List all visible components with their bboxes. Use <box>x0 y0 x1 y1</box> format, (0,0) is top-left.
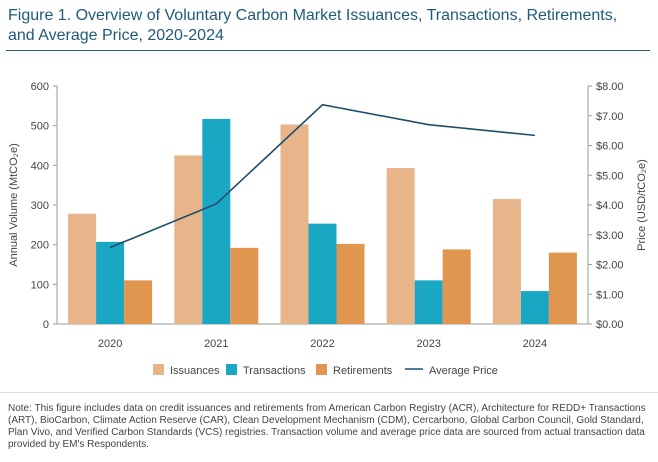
bar-transactions <box>308 223 337 324</box>
figure-note: Note: This figure includes data on credi… <box>8 403 646 450</box>
legend-label: Average Price <box>429 365 498 377</box>
left-tick-label: 100 <box>31 279 49 291</box>
left-tick-label: 400 <box>31 160 49 172</box>
bar-issuances <box>280 124 309 324</box>
bar-issuances <box>174 155 203 324</box>
right-tick-label: $7.00 <box>596 111 624 123</box>
left-tick-label: 500 <box>31 121 49 133</box>
legend-label: Transactions <box>243 365 306 377</box>
figure-title: Figure 1. Overview of Voluntary Carbon M… <box>8 7 618 44</box>
left-tick-label: 300 <box>31 200 49 212</box>
right-axis-title: Price (USD/tCO₂e) <box>636 159 648 251</box>
left-tick-label: 200 <box>31 240 49 252</box>
bar-retirements <box>124 280 153 324</box>
x-tick-label: 2023 <box>416 338 440 350</box>
bar-retirements <box>442 249 471 324</box>
bar-retirements <box>548 252 577 324</box>
average-price-line <box>109 103 535 249</box>
bar-retirements <box>230 247 259 324</box>
x-tick-label: 2021 <box>204 338 228 350</box>
bar-transactions <box>414 280 443 324</box>
right-tick-label: $2.00 <box>596 260 624 272</box>
x-tick-label: 2020 <box>98 338 122 350</box>
bar-retirements <box>336 243 365 324</box>
x-tick-label: 2022 <box>310 338 334 350</box>
legend-label: Retirements <box>333 365 393 377</box>
right-tick-label: $0.00 <box>596 319 624 331</box>
left-tick-label: 0 <box>43 319 49 331</box>
chart: 0 100 200 300 400 500 600 $0.00 $1.00 $2.00 $3.00 $… <box>8 81 648 377</box>
right-tick-label: $6.00 <box>596 141 624 153</box>
legend-swatch-transactions <box>226 364 237 375</box>
bar-transactions <box>96 241 125 324</box>
left-tick-label: 600 <box>31 81 49 93</box>
left-axis-title: Annual Volume (MtCO₂e) <box>8 143 20 267</box>
bar-transactions <box>520 291 549 324</box>
right-tick-label: $5.00 <box>596 170 624 182</box>
bar-transactions <box>202 118 231 324</box>
x-tick-label: 2024 <box>523 338 547 350</box>
note-divider <box>0 392 658 393</box>
legend-swatch-issuances <box>153 364 164 375</box>
bar-issuances <box>492 199 521 324</box>
right-tick-label: $1.00 <box>596 289 624 301</box>
bar-issuances <box>386 168 415 324</box>
right-tick-label: $8.00 <box>596 81 624 93</box>
legend-label: Issuances <box>170 365 220 377</box>
right-tick-label: $4.00 <box>596 200 624 212</box>
right-tick-label: $3.00 <box>596 230 624 242</box>
title-rule <box>6 50 650 51</box>
legend-swatch-retirements <box>316 364 327 375</box>
bar-issuances <box>68 213 97 324</box>
